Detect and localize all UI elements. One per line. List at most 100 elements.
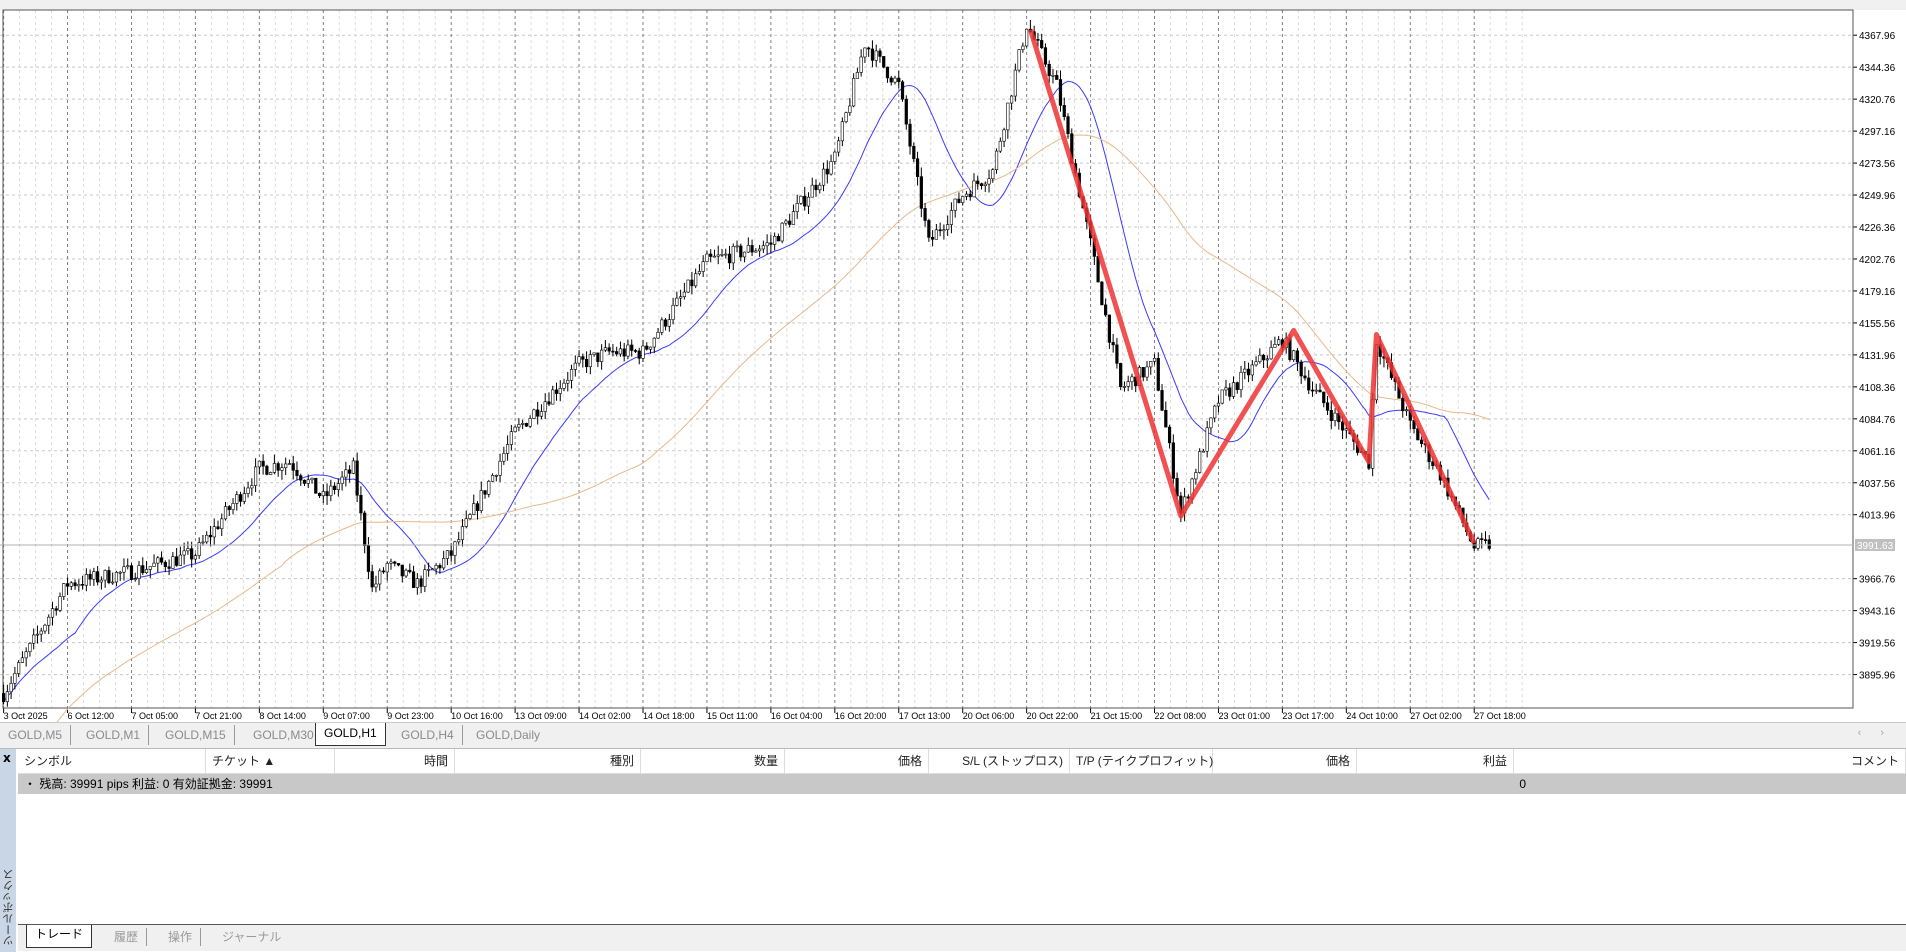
- candle-body: [979, 183, 984, 186]
- candle-body: [998, 140, 1002, 152]
- terminal-tab[interactable]: 操作: [160, 928, 202, 946]
- column-header[interactable]: T/P (テイクプロフィット): [1070, 749, 1213, 773]
- candle-body: [949, 210, 954, 225]
- tab-gold-h1[interactable]: GOLD,H1: [315, 723, 386, 746]
- candle-body: [1483, 539, 1488, 541]
- terminal-tab[interactable]: 履歴: [106, 928, 148, 946]
- column-header[interactable]: 数量: [641, 749, 785, 773]
- time-axis-label: 20 Oct 06:00: [963, 711, 1015, 721]
- tab-gold-m1[interactable]: GOLD,M1: [78, 725, 150, 745]
- candle-body: [791, 211, 796, 225]
- candle-body: [900, 81, 905, 100]
- candle-body: [238, 494, 243, 502]
- price-axis-label: 4320.76: [1859, 95, 1896, 106]
- candle-body: [562, 382, 566, 389]
- candle-body: [299, 475, 303, 481]
- candle-body: [509, 431, 513, 445]
- candle-body: [261, 460, 265, 467]
- candle-body: [17, 662, 21, 674]
- candle-body: [1036, 38, 1040, 41]
- column-header[interactable]: 利益: [1357, 749, 1514, 773]
- time-axis-label: 10 Oct 16:00: [451, 711, 503, 721]
- time-axis-label: 9 Oct 23:00: [387, 711, 434, 721]
- chart-frame: [2, 9, 1854, 709]
- candle-body: [919, 176, 923, 209]
- candle-body: [415, 578, 419, 588]
- tab-gold-daily[interactable]: GOLD,Daily: [476, 728, 541, 742]
- candle-body: [306, 479, 310, 484]
- candle-body: [276, 463, 280, 471]
- candle-body: [603, 347, 607, 351]
- candle-body: [129, 565, 134, 580]
- candle-body: [1258, 354, 1262, 363]
- terminal-tab[interactable]: ジャーナル: [222, 930, 282, 944]
- balance-row[interactable]: ・ 残高: 39991 pips 利益: 0 有効証拠金: 39991 0: [18, 774, 1906, 794]
- candle-body: [573, 362, 577, 370]
- candle-body: [686, 279, 690, 293]
- candle-body: [536, 409, 540, 417]
- column-header[interactable]: 価格: [785, 749, 929, 773]
- candle-body: [551, 389, 555, 405]
- price-axis-label: 4108.36: [1859, 383, 1896, 394]
- candle-body: [284, 463, 288, 469]
- candle-body: [396, 563, 401, 566]
- candle-body: [220, 518, 224, 530]
- price-chart[interactable]: 4367.96 4344.36 4320.76 4297.16 4273.56 4249.…: [0, 0, 1906, 722]
- candle-body: [622, 348, 626, 357]
- chart-background: [0, 10, 1906, 726]
- candle-body: [223, 506, 228, 520]
- candle-body: [1307, 377, 1311, 391]
- price-axis-label: 4367.96: [1859, 31, 1896, 42]
- candle-body: [1329, 410, 1333, 421]
- candle-body: [927, 220, 931, 238]
- candle-body: [1269, 347, 1273, 360]
- price-axis-label: 4202.76: [1859, 255, 1896, 266]
- zigzag-line: [1028, 28, 1477, 545]
- price-axis-label: 3895.96: [1859, 671, 1896, 682]
- candle-body: [1062, 105, 1066, 117]
- candle-body: [355, 460, 359, 496]
- candle-body: [1224, 387, 1228, 391]
- candle-body: [821, 168, 826, 186]
- column-header[interactable]: チケット ▲: [206, 749, 335, 773]
- candle-body: [137, 565, 141, 579]
- candle-body: [65, 583, 70, 587]
- candle-body: [280, 467, 284, 471]
- column-header[interactable]: シンボル: [18, 749, 206, 773]
- time-axis-label: 14 Oct 18:00: [643, 711, 695, 721]
- candle-body: [592, 352, 596, 355]
- tab-scroll-arrows[interactable]: ‹ ›: [1857, 727, 1892, 739]
- column-header[interactable]: 種別: [455, 749, 641, 773]
- candle-body: [325, 491, 329, 497]
- candle-body: [43, 624, 47, 632]
- candle-body: [302, 479, 307, 484]
- candle-body: [961, 196, 965, 203]
- tab-gold-m30[interactable]: GOLD,M30: [253, 728, 314, 742]
- tab-gold-m15[interactable]: GOLD,M15: [157, 725, 235, 745]
- candle-body: [1216, 402, 1221, 407]
- candle-body: [1167, 426, 1172, 444]
- tab-gold-m5[interactable]: GOLD,M5: [0, 725, 72, 745]
- time-axis-label: 7 Oct 21:00: [195, 711, 242, 721]
- column-header[interactable]: S/L (ストップロス): [929, 749, 1070, 773]
- candle-body: [1164, 409, 1168, 428]
- close-icon[interactable]: x: [3, 751, 11, 765]
- column-header[interactable]: 時間: [335, 749, 455, 773]
- candle-body: [1239, 371, 1243, 391]
- candle-body: [1404, 409, 1409, 412]
- candle-body: [946, 224, 950, 230]
- column-header[interactable]: コメント: [1514, 749, 1906, 773]
- column-header[interactable]: 価格: [1213, 749, 1357, 773]
- candle-body: [1104, 304, 1108, 316]
- candle-body: [1314, 389, 1318, 392]
- candle-body: [272, 463, 277, 473]
- candle-body: [317, 493, 322, 497]
- candle-body: [122, 566, 126, 573]
- candle-body: [434, 565, 438, 570]
- terminal-tab[interactable]: トレード: [26, 925, 93, 948]
- candle-body: [1201, 450, 1206, 453]
- time-axis-label: 24 Oct 10:00: [1346, 711, 1398, 721]
- tab-gold-h4[interactable]: GOLD,H4: [393, 725, 463, 745]
- candle-body: [321, 491, 325, 497]
- toolbox-strip[interactable]: x ツールボックス: [0, 749, 16, 952]
